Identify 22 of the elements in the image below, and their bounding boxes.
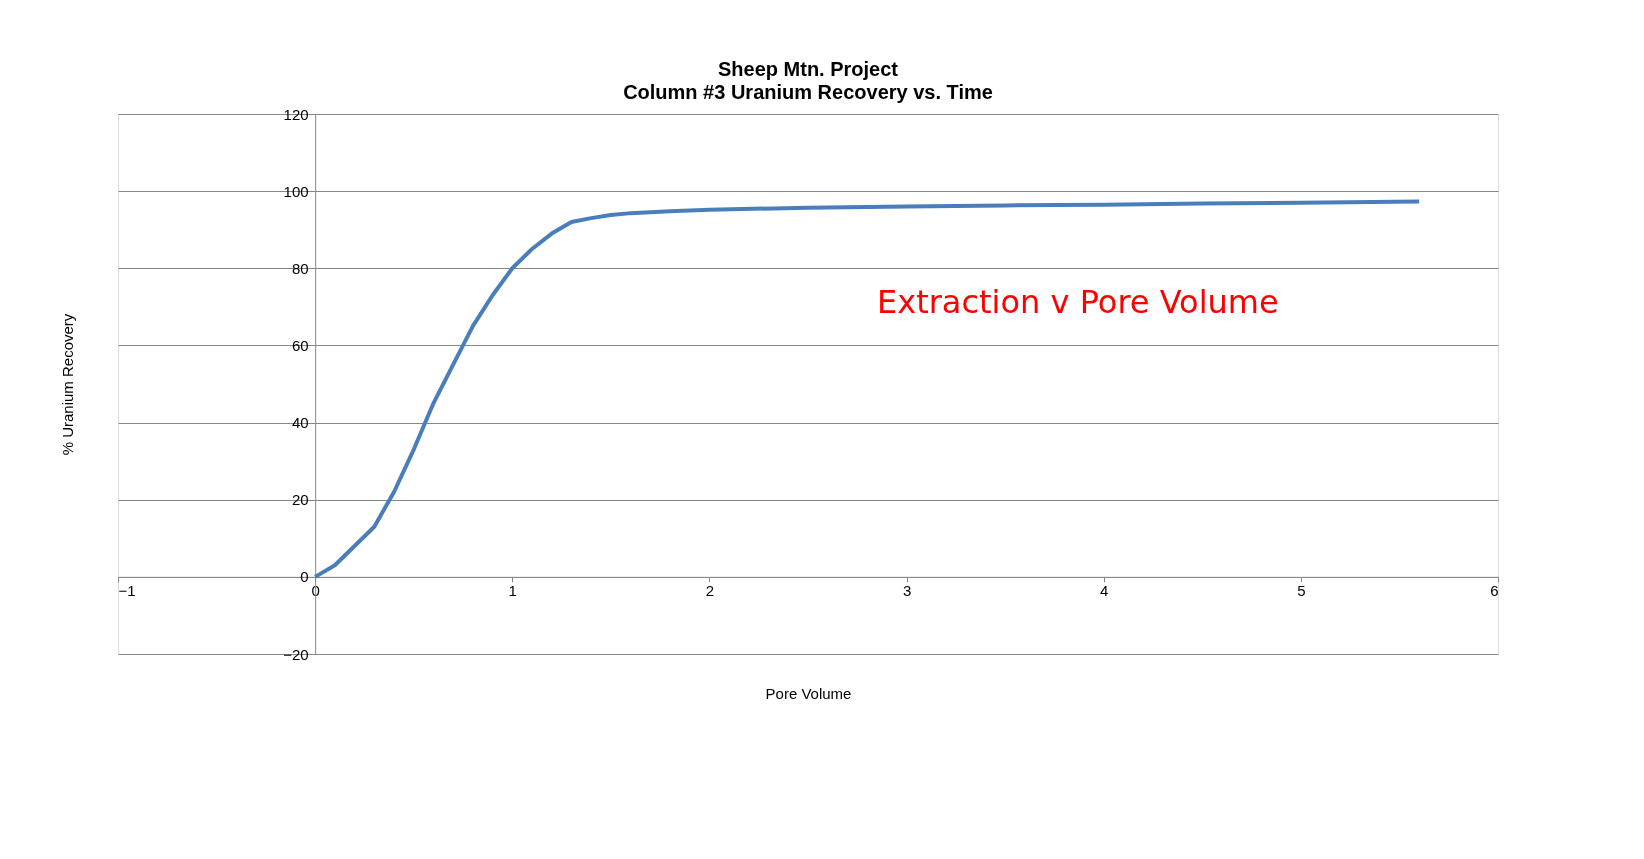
annotation: Extraction v Pore Volume <box>877 283 1279 321</box>
chart-subtitle: Column #3 Uranium Recovery vs. Time <box>623 81 993 103</box>
x-tick-label: 3 <box>902 582 912 600</box>
y-tick-label: 0 <box>300 568 309 586</box>
x-tick-label: 2 <box>705 582 715 600</box>
x-tick-label: 6 <box>1490 582 1499 600</box>
line-series <box>313 199 1422 579</box>
y-tick-label: 60 <box>291 336 309 354</box>
x-axis-title: Pore Volume <box>765 684 852 702</box>
x-tick-label: 5 <box>1297 582 1306 600</box>
y-tick-label: 80 <box>291 259 309 277</box>
y-tick-label: 40 <box>291 414 309 432</box>
y-tick-label: 120 <box>283 105 309 123</box>
x-tick-label: 0 <box>311 582 320 600</box>
y-tick-label: 20 <box>291 491 309 509</box>
x-tick-label: 1 <box>508 582 517 600</box>
x-tick-label: 4 <box>1100 582 1109 600</box>
y-axis-title: % Uranium Recovery <box>59 313 77 456</box>
y-tick-label: −20 <box>283 645 309 663</box>
x-tick-label: −1 <box>118 582 136 600</box>
chart-title: Sheep Mtn. Project <box>717 58 899 80</box>
y-tick-label: 100 <box>283 182 309 200</box>
